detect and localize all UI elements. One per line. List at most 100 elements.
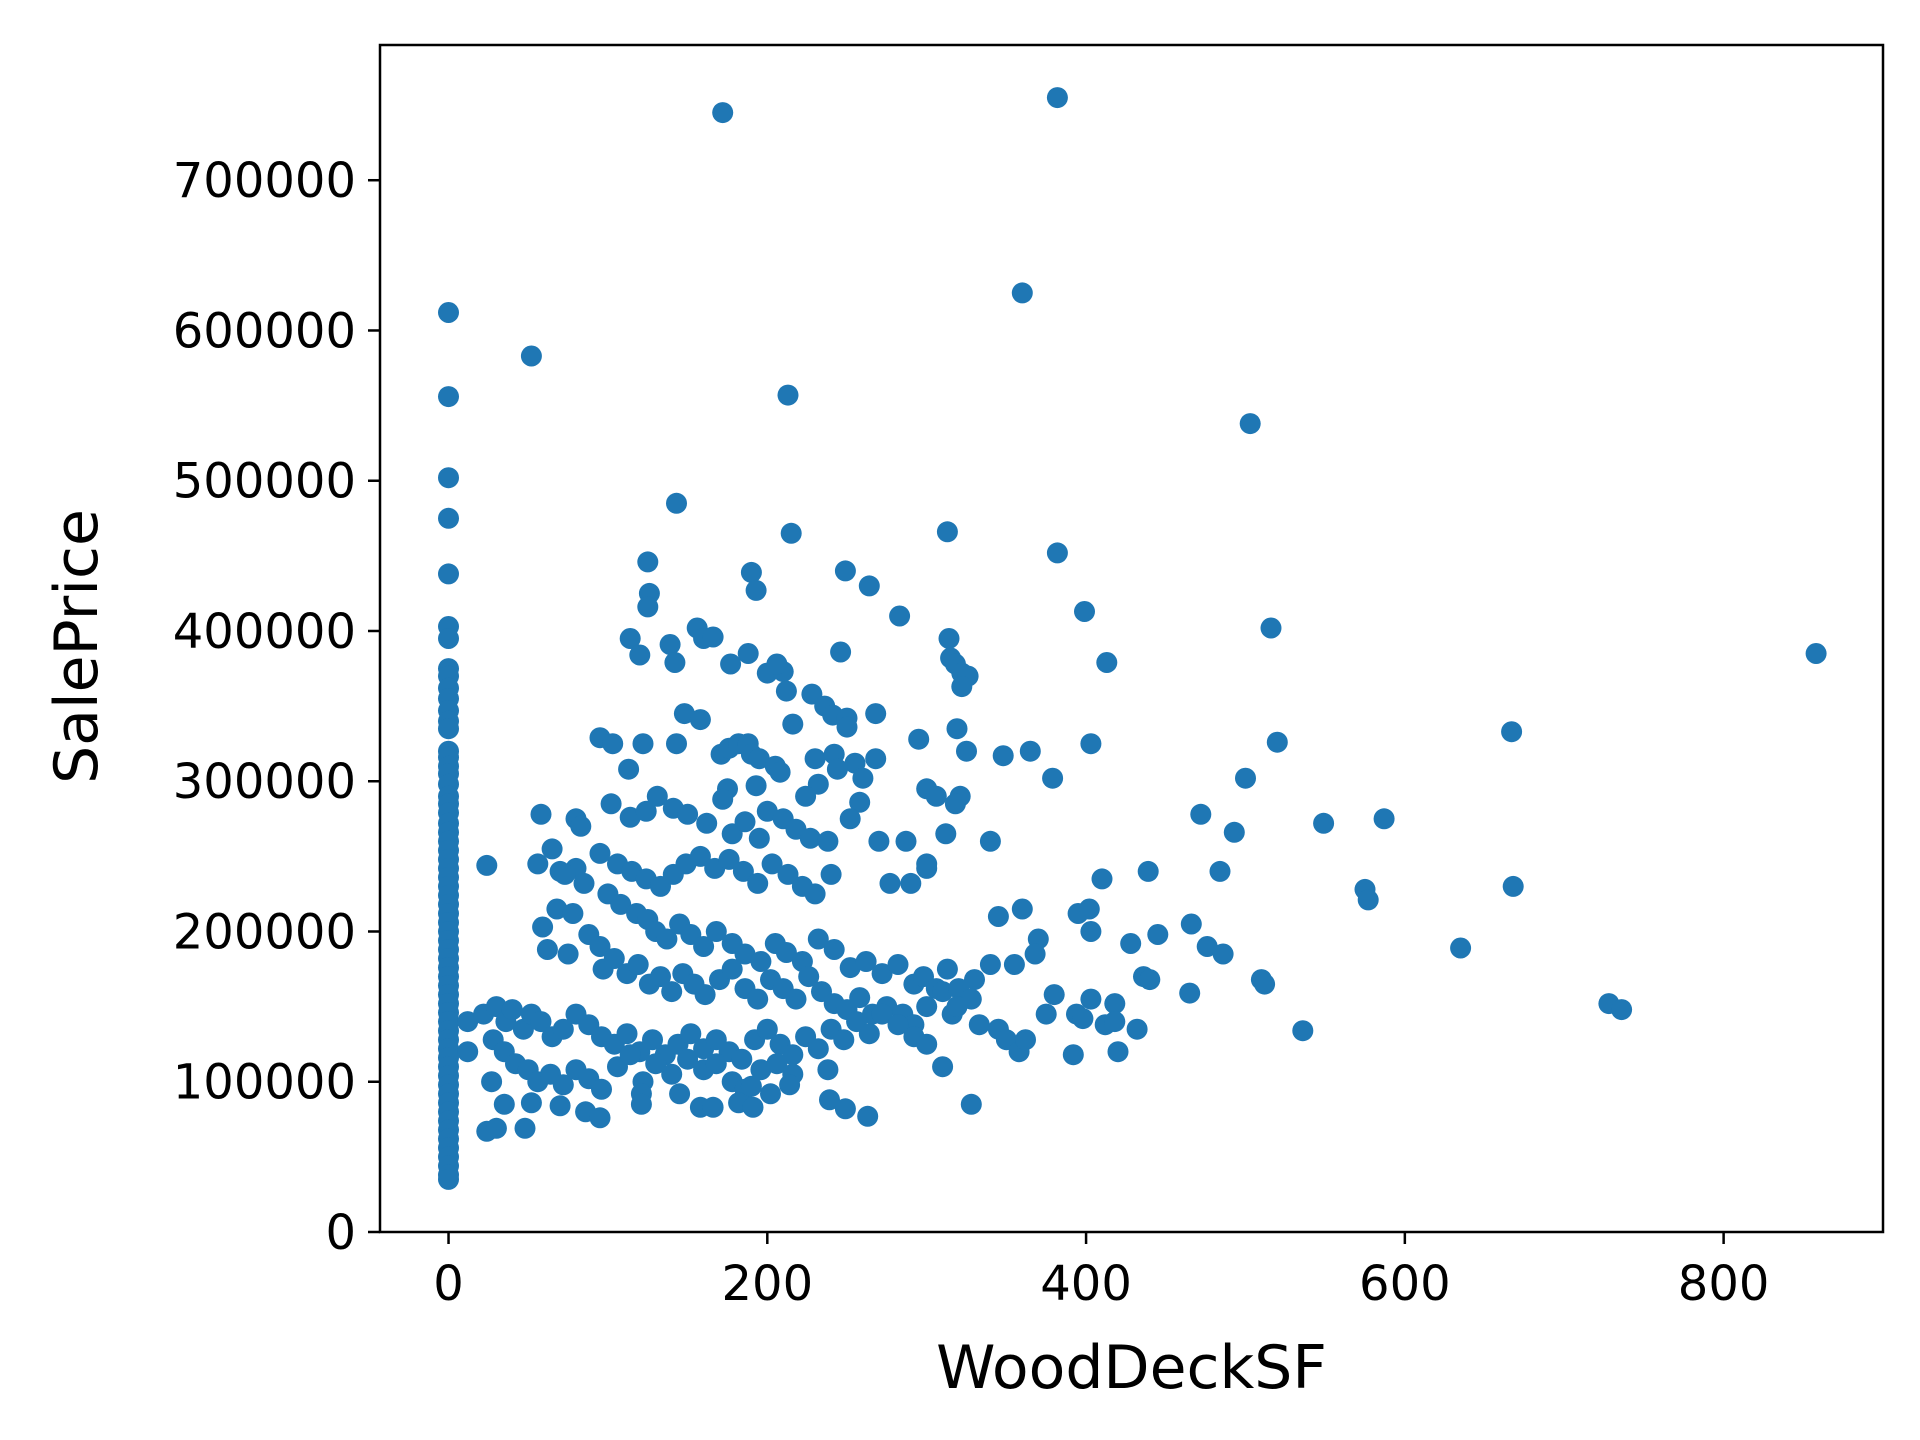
data-point bbox=[532, 916, 554, 938]
data-point bbox=[589, 1107, 611, 1129]
data-point bbox=[630, 1093, 652, 1115]
data-point bbox=[951, 676, 973, 698]
data-point bbox=[1137, 860, 1159, 882]
data-point bbox=[750, 951, 772, 972]
x-axis-ticks: 0 200 400 600 800 bbox=[433, 1232, 1769, 1312]
data-point bbox=[775, 942, 797, 963]
data-point bbox=[900, 872, 922, 894]
data-point bbox=[481, 1071, 503, 1093]
data-point bbox=[557, 943, 579, 965]
data-point bbox=[438, 386, 459, 408]
data-point bbox=[661, 981, 683, 1003]
data-point bbox=[879, 872, 901, 894]
data-point bbox=[1091, 868, 1113, 890]
data-point bbox=[979, 830, 1001, 852]
data-point bbox=[619, 1044, 641, 1066]
data-point bbox=[493, 1093, 515, 1115]
data-point bbox=[438, 1168, 459, 1190]
data-point bbox=[839, 957, 861, 979]
data-point bbox=[659, 634, 681, 655]
data-point bbox=[1011, 282, 1033, 304]
data-point bbox=[712, 788, 734, 810]
data-point bbox=[830, 641, 852, 663]
data-point bbox=[916, 996, 938, 1018]
data-point bbox=[1209, 860, 1231, 882]
data-point bbox=[1046, 542, 1068, 564]
data-point bbox=[705, 921, 727, 942]
data-point bbox=[527, 853, 549, 875]
data-point bbox=[610, 893, 632, 915]
data-point bbox=[619, 806, 641, 828]
data-point bbox=[1212, 943, 1234, 965]
data-point bbox=[541, 838, 563, 860]
data-point bbox=[520, 345, 542, 367]
data-point bbox=[742, 1096, 764, 1118]
data-point bbox=[1120, 933, 1142, 954]
data-point bbox=[732, 860, 754, 882]
data-point bbox=[1107, 1041, 1129, 1063]
data-point bbox=[603, 948, 625, 969]
data-point bbox=[1805, 643, 1827, 664]
data-point bbox=[817, 830, 839, 852]
data-point bbox=[1501, 721, 1523, 743]
data-point bbox=[1254, 973, 1276, 995]
data-point bbox=[944, 793, 966, 815]
data-point bbox=[602, 733, 624, 755]
data-point bbox=[438, 628, 459, 649]
data-point bbox=[1502, 875, 1524, 897]
data-point bbox=[1062, 1044, 1084, 1066]
data-point bbox=[871, 963, 893, 985]
data-point bbox=[1019, 740, 1041, 762]
data-point bbox=[740, 561, 762, 583]
data-point bbox=[731, 1048, 753, 1070]
data-point bbox=[635, 800, 657, 822]
data-point bbox=[779, 1074, 801, 1096]
data-point bbox=[826, 758, 848, 780]
data-point bbox=[1042, 767, 1064, 789]
data-point bbox=[718, 848, 740, 870]
data-point bbox=[1003, 954, 1025, 975]
y-tick-label: 600000 bbox=[173, 303, 356, 359]
data-point bbox=[836, 716, 858, 738]
data-point bbox=[546, 898, 568, 920]
data-point bbox=[777, 384, 799, 406]
data-point bbox=[1046, 87, 1068, 109]
data-point bbox=[438, 507, 459, 529]
data-point bbox=[852, 767, 874, 789]
data-point bbox=[591, 1078, 612, 1100]
y-tick-label: 700000 bbox=[173, 153, 356, 209]
data-point bbox=[702, 1096, 724, 1118]
data-point bbox=[673, 703, 695, 725]
data-point bbox=[889, 605, 911, 627]
data-point bbox=[619, 628, 641, 649]
data-point bbox=[1313, 812, 1335, 834]
data-point bbox=[938, 628, 960, 649]
data-point bbox=[761, 853, 783, 875]
data-point bbox=[782, 713, 804, 735]
plot-area-frame bbox=[378, 43, 1885, 1234]
data-point bbox=[834, 1098, 856, 1120]
data-point bbox=[849, 987, 871, 1009]
data-point bbox=[570, 815, 592, 837]
data-point bbox=[780, 522, 802, 544]
data-point bbox=[645, 1053, 667, 1075]
data-point bbox=[734, 943, 756, 965]
data-point bbox=[637, 551, 659, 573]
data-point bbox=[932, 981, 954, 1003]
y-tick-label: 100000 bbox=[173, 1055, 356, 1111]
data-point bbox=[1373, 808, 1395, 830]
data-point bbox=[457, 1011, 479, 1033]
data-point bbox=[457, 1041, 479, 1063]
data-point bbox=[807, 928, 829, 950]
data-point bbox=[573, 872, 595, 894]
data-point bbox=[745, 775, 767, 797]
data-point bbox=[696, 812, 718, 834]
y-tick-label: 400000 bbox=[173, 604, 356, 660]
data-point bbox=[642, 1029, 663, 1051]
data-point bbox=[908, 728, 930, 750]
data-points bbox=[438, 87, 1827, 1190]
data-point bbox=[737, 643, 759, 664]
data-point bbox=[646, 785, 668, 807]
data-point bbox=[823, 939, 845, 960]
data-point bbox=[747, 872, 769, 894]
